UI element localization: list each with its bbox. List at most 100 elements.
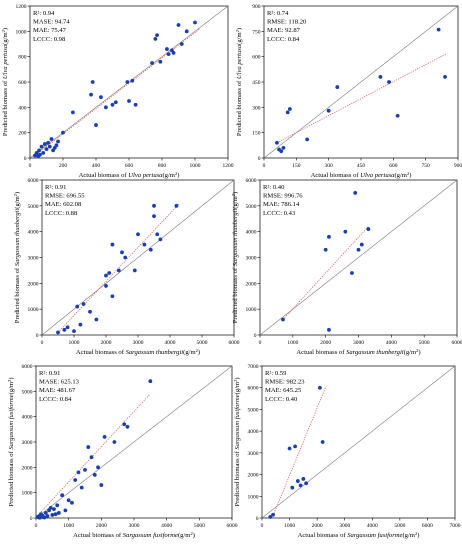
y-tick-label: 300 <box>252 105 261 111</box>
data-point <box>39 144 44 149</box>
identity-line <box>41 179 235 336</box>
y-tick-label: 150 <box>252 131 261 137</box>
data-point <box>148 247 153 252</box>
y-tick-label: 750 <box>252 29 261 35</box>
data-point <box>102 435 107 439</box>
x-tick-label: 0 <box>35 523 38 529</box>
data-point <box>42 515 47 520</box>
fit-line <box>282 226 369 320</box>
x-axis-label-superscript: 2 <box>190 531 192 536</box>
data-point <box>152 203 156 208</box>
identity-line <box>259 179 458 336</box>
y-axis-label-prefix: Predicted biomass of <box>236 79 243 136</box>
data-point <box>62 327 67 332</box>
y-tick-label: 600 <box>18 80 27 86</box>
y-tick-label: 900 <box>252 4 261 10</box>
x-axis-label-prefix: Actual biomass of <box>76 349 126 356</box>
x-tick-label: 600 <box>389 163 398 169</box>
y-axis-label: Predicted biomass of Ulva pertusa(g/m2) <box>235 28 244 136</box>
data-point <box>60 493 65 498</box>
data-point <box>41 151 46 155</box>
y-axis-label-unit: (g/m <box>8 381 15 394</box>
stat-label: MAE: 481.67 <box>39 387 76 394</box>
x-axis-label-unit: (g/m <box>404 349 417 356</box>
x-axis-label-species: Ulva pertusa <box>128 172 163 179</box>
y-tick-label: 800 <box>18 55 27 61</box>
x-axis-label-prefix: Actual biomass of <box>296 349 346 356</box>
y-tick-label: 3000 <box>28 256 39 262</box>
data-point <box>155 232 160 237</box>
y-tick-label: 1200 <box>16 4 27 10</box>
data-point <box>52 507 56 512</box>
y-tick-label: 6000 <box>248 386 259 392</box>
x-axis-label-superscript: 2 <box>196 348 198 353</box>
x-tick-label: 1200 <box>223 163 234 169</box>
data-point <box>90 80 95 84</box>
data-point <box>320 440 325 444</box>
data-point <box>268 515 273 519</box>
x-axis-label-prefix: Actual biomass of <box>298 532 348 539</box>
y-tick-label: 3000 <box>246 256 257 262</box>
x-tick-label: 1000 <box>190 163 201 169</box>
data-point <box>285 110 290 115</box>
y-tick-label: 6000 <box>22 364 33 370</box>
y-tick-label: 3000 <box>248 451 259 457</box>
data-point <box>133 102 138 107</box>
y-axis-label-species: Sargassum fusiforme <box>234 394 241 449</box>
x-axis-label-prefix: Actual biomass of <box>73 532 123 539</box>
y-tick-label: 4000 <box>22 415 33 421</box>
data-point <box>48 505 53 510</box>
x-tick-label: 150 <box>292 163 301 169</box>
data-point <box>293 444 297 449</box>
y-tick-label: 3000 <box>22 440 33 446</box>
data-point <box>42 142 47 146</box>
x-axis-label-close: ) <box>418 349 420 356</box>
y-axis-label-species: Ulva pertusa <box>2 44 9 79</box>
data-point <box>125 80 130 84</box>
stat-label: R²: 0.91 <box>39 370 60 377</box>
y-axis-label-species: Sargassum fusiforme <box>8 394 15 449</box>
y-tick-label: 1000 <box>246 307 257 313</box>
data-point <box>148 379 153 384</box>
y-axis-label-prefix: Predicted biomass of <box>232 266 239 323</box>
data-point <box>275 140 279 145</box>
x-axis-label-close: ) <box>177 172 179 179</box>
x-tick-label: 6000 <box>422 523 433 529</box>
data-point <box>304 481 309 486</box>
data-point <box>110 294 115 299</box>
fit-line <box>37 393 151 516</box>
x-axis-label: Actual biomass of Sargassum thunbergii(g… <box>76 348 200 357</box>
y-axis-label-close: ) <box>14 192 21 194</box>
y-tick-label: 6000 <box>28 178 39 184</box>
data-point <box>110 102 115 107</box>
data-point <box>65 325 70 330</box>
x-tick-label: 1000 <box>63 523 74 529</box>
data-point <box>125 424 130 429</box>
stat-label: MAE: 92.87 <box>267 27 301 34</box>
data-point <box>81 302 86 306</box>
data-point <box>66 498 71 503</box>
x-tick-label: 0 <box>263 163 266 169</box>
y-tick-label: 450 <box>252 80 261 86</box>
x-tick-label: 4000 <box>165 340 176 346</box>
x-tick-label: 600 <box>125 163 134 169</box>
x-tick-label: 400 <box>92 163 101 169</box>
x-tick-label: 4000 <box>386 340 397 346</box>
y-axis-label-superscript: 2 <box>13 194 18 196</box>
stat-label: R²: 0.94 <box>33 10 55 17</box>
stat-label: LCCC: 0.43 <box>263 210 296 217</box>
data-point <box>281 317 285 322</box>
y-axis-label-species: Ulva pertusa <box>236 44 243 79</box>
x-tick-label: 5000 <box>197 340 208 346</box>
data-point <box>166 52 171 57</box>
y-axis-label-superscript: 2 <box>233 380 238 382</box>
x-axis-label-close: ) <box>409 172 411 179</box>
data-point <box>56 511 61 515</box>
x-tick-label: 300 <box>325 163 334 169</box>
x-tick-label: 800 <box>158 163 167 169</box>
data-point <box>326 108 331 113</box>
data-point <box>120 250 124 255</box>
x-axis-label-superscript: 2 <box>415 531 417 536</box>
y-tick-label: 1000 <box>28 307 39 313</box>
data-point <box>44 147 49 152</box>
